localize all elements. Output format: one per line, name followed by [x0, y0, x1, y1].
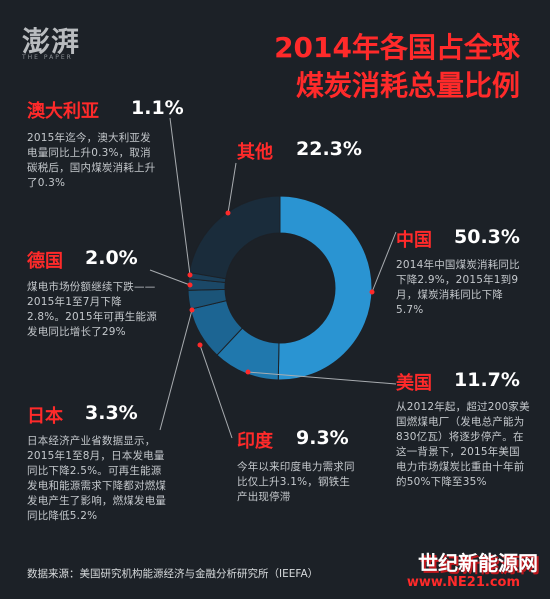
page-title-line2: 煤炭消耗总量比例 [295, 69, 520, 102]
leader-dot-0 [369, 289, 375, 295]
label-other: 其他 [237, 142, 273, 163]
label-india: 印度 [237, 431, 273, 452]
leader-dot-3 [189, 307, 195, 313]
pct-germany: 2.0% [85, 247, 138, 269]
pct-other: 22.3% [296, 138, 362, 160]
logo-subtitle: THE PAPER [22, 54, 73, 61]
pct-india: 9.3% [296, 427, 349, 449]
watermark-url: www.NE21.com [406, 575, 520, 590]
slice-6 [188, 195, 281, 280]
label-japan: 日本 [27, 406, 63, 427]
desc-usa: 从2012年起，超过200家美国燃煤电厂（发电总产能为830亿瓦）将逐步停产。在… [396, 401, 530, 488]
leader-line-4 [149, 269, 191, 286]
logo: 澎湃 [22, 25, 81, 58]
label-australia: 澳大利亚 [27, 101, 99, 122]
pct-usa: 11.7% [454, 369, 520, 391]
data-source: 数据来源：美国研究机构能源经济与金融分析研究所（IEEFA） [27, 568, 319, 580]
label-germany: 德国 [27, 251, 63, 272]
desc-india: 今年以来印度电力需求同比仅上升3.1%，钢铁生产出现停滞 [237, 461, 355, 503]
leader-dot-5 [187, 272, 193, 278]
desc-australia: 2015年迄今，澳大利亚发电量同比上升0.3%，取消碳税后，国内煤炭消耗上升了0… [27, 132, 156, 189]
leader-line-6 [227, 162, 237, 214]
leader-line-0 [371, 231, 397, 293]
leader-dot-4 [187, 282, 193, 288]
leader-line-1 [247, 371, 397, 385]
label-usa: 美国 [396, 373, 432, 394]
leader-line-5 [169, 117, 191, 276]
pct-china: 50.3% [454, 226, 520, 248]
desc-japan: 日本经济产业省数据显示，2015年1至8月，日本发电量同比下降2.5%。可再生能… [27, 435, 167, 522]
pct-japan: 3.3% [85, 402, 138, 424]
page-title-line1: 2014年各国占全球 [274, 31, 520, 64]
label-china: 中国 [396, 230, 432, 251]
leader-line-2 [199, 344, 233, 439]
desc-china: 2014年中国煤炭消耗同比下降2.9%，2015年1到9月，煤炭消耗同比下降5.… [396, 259, 520, 316]
watermark-text: 世纪新能源网 [418, 551, 538, 575]
leader-line-3 [159, 309, 193, 431]
leader-dot-1 [245, 369, 251, 375]
desc-germany: 煤电市场份额继续下跌——2015年1至7月下降2.8%。2015年可再生能源发电… [27, 281, 157, 338]
slice-0 [277, 195, 373, 381]
leader-dot-6 [225, 210, 231, 216]
pct-australia: 1.1% [131, 97, 184, 119]
leader-dot-2 [197, 342, 203, 348]
